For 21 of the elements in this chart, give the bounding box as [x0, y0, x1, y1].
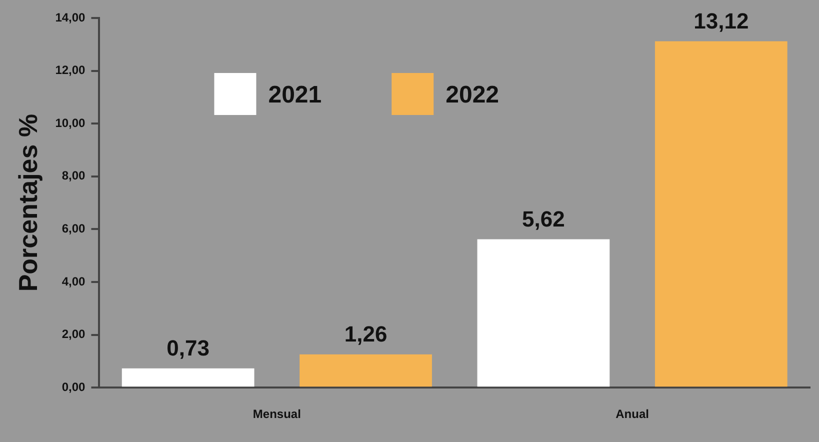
x-tick-label: Mensual: [252, 407, 301, 422]
bar: [477, 239, 610, 387]
data-label: 1,26: [344, 321, 388, 346]
y-tick-label: 4,00: [62, 274, 86, 288]
y-tick-label: 8,00: [62, 168, 86, 183]
x-tick-label: Anual: [616, 407, 649, 422]
bar: [122, 368, 254, 387]
legend-label: 2022: [446, 82, 500, 109]
bar: [300, 354, 432, 387]
y-tick-label: 10,00: [55, 116, 86, 130]
bar: [654, 41, 788, 387]
y-axis-title: Porcentajes %: [12, 114, 43, 292]
data-label: 5,62: [522, 206, 565, 232]
data-label: 13,12: [694, 8, 749, 34]
data-label: 0,73: [166, 335, 210, 360]
y-tick-label: 2,00: [62, 327, 86, 342]
y-tick-label: 0,00: [62, 380, 86, 394]
legend-label: 2021: [268, 82, 322, 109]
y-tick-label: 14,00: [55, 10, 86, 24]
y-tick-label: 12,00: [55, 63, 86, 78]
y-tick-label: 6,00: [62, 222, 86, 236]
